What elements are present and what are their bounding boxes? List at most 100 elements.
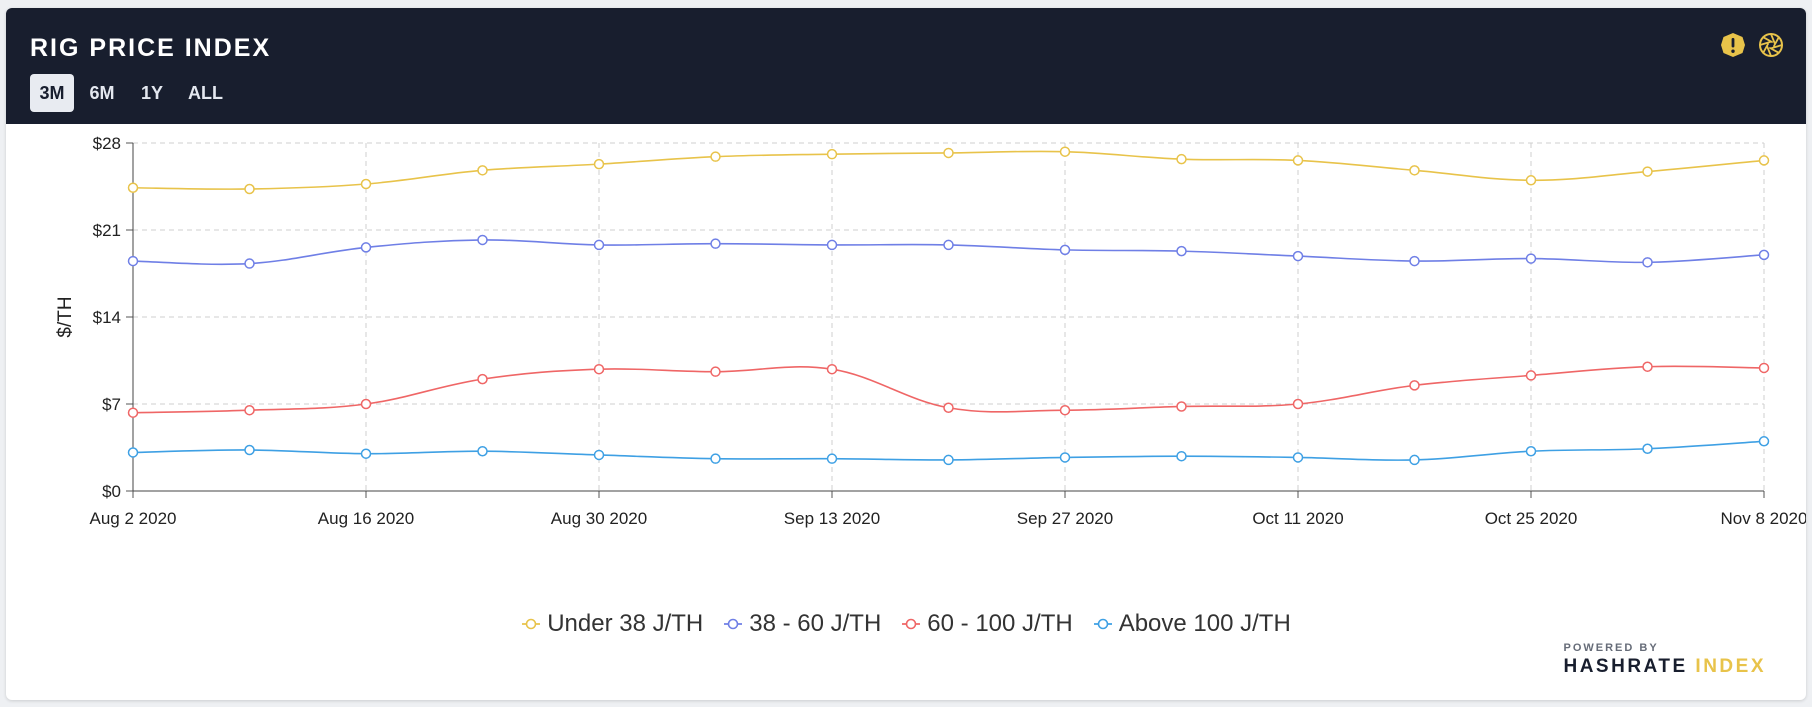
x-tick-label: Oct 11 2020 <box>1252 509 1343 528</box>
card-header: RIG PRICE INDEX 3M 6M 1Y ALL <box>6 8 1806 124</box>
data-point <box>1176 450 1187 462</box>
range-all-button[interactable]: ALL <box>188 82 223 103</box>
legend-item[interactable]: Under 38 J/TH <box>521 610 703 638</box>
data-point <box>826 239 838 251</box>
y-axis-label: $/TH <box>55 296 76 337</box>
data-point <box>1758 249 1770 261</box>
data-point <box>477 165 488 176</box>
rig-price-chart: $0 $7 $14 $21 $28 Aug 2 2020 Aug 16 2020 Aug 30… <box>55 134 1806 528</box>
hashrate-index-logo[interactable]: HASHRATE INDEX <box>1563 656 1766 678</box>
legend-label: 38 - 60 J/TH <box>749 610 882 637</box>
data-point <box>593 239 605 251</box>
data-point <box>477 373 488 385</box>
legend-marker <box>522 618 541 630</box>
data-point <box>826 453 838 464</box>
y-tick-label: $14 <box>93 308 121 327</box>
data-point <box>127 255 139 267</box>
legend-label: Above 100 J/TH <box>1118 610 1291 637</box>
legend-marker <box>902 618 921 630</box>
data-point <box>360 448 372 459</box>
data-point <box>1758 155 1770 166</box>
data-point <box>593 363 605 375</box>
data-point <box>1642 257 1653 268</box>
y-tick-label: $21 <box>93 221 121 240</box>
data-point <box>1292 250 1304 262</box>
data-point <box>943 454 954 466</box>
legend-item[interactable]: 38 - 60 J/TH <box>723 610 881 638</box>
data-point <box>244 404 255 416</box>
data-point <box>826 363 838 375</box>
powered-by-label: POWERED BY <box>1563 642 1659 654</box>
data-point <box>1059 404 1071 416</box>
data-point <box>1642 443 1653 454</box>
data-point <box>1409 255 1420 267</box>
data-point <box>1525 370 1537 381</box>
data-point <box>1059 146 1071 157</box>
data-point <box>710 151 721 162</box>
data-point <box>127 182 139 193</box>
data-point <box>943 402 954 413</box>
legend-item[interactable]: 60 - 100 J/TH <box>901 610 1073 638</box>
data-point <box>127 447 139 458</box>
data-point <box>1525 445 1537 457</box>
data-point <box>943 239 954 251</box>
header-icons <box>1720 32 1784 58</box>
data-point <box>1409 165 1420 176</box>
chart-legend: Under 38 J/TH 38 - 60 J/TH 60 - 100 J/TH Ab… <box>6 610 1806 638</box>
data-point <box>1409 380 1420 391</box>
data-point <box>1525 175 1537 186</box>
data-point <box>244 258 255 269</box>
legend-item[interactable]: Above 100 J/TH <box>1093 610 1291 638</box>
x-tick-label: Aug 16 2020 <box>318 509 414 528</box>
legend-label: 60 - 100 J/TH <box>927 610 1073 637</box>
data-point <box>1059 244 1071 256</box>
range-6m-button[interactable]: 6M <box>89 82 115 103</box>
x-tick-label: Oct 25 2020 <box>1485 509 1578 528</box>
brand-name-2: INDEX <box>1695 656 1766 677</box>
data-point <box>1758 436 1770 447</box>
data-point <box>943 147 954 159</box>
x-tick-label: Aug 30 2020 <box>551 509 647 528</box>
legend-marker <box>1093 618 1112 630</box>
data-point <box>360 398 372 410</box>
data-point <box>1059 452 1071 463</box>
data-point <box>593 158 605 170</box>
data-point <box>360 242 372 253</box>
y-tick-label: $0 <box>102 482 121 501</box>
data-point <box>127 407 139 418</box>
data-point <box>244 183 255 195</box>
data-point <box>1409 454 1420 466</box>
data-point <box>710 453 721 464</box>
data-point <box>477 234 488 246</box>
data-point <box>1176 401 1187 412</box>
x-tick-label: Sep 13 2020 <box>784 509 880 528</box>
rig-price-index-card: RIG PRICE INDEX 3M 6M 1Y ALL $0 $7 $14 $21 $… <box>6 8 1806 700</box>
data-point <box>1292 398 1304 410</box>
data-point <box>1176 245 1187 257</box>
data-point <box>1642 361 1653 372</box>
data-point <box>360 178 372 190</box>
range-selector: 3M 6M 1Y ALL <box>30 74 231 112</box>
y-tick-label: $28 <box>93 134 121 153</box>
data-point <box>710 366 721 377</box>
data-point <box>1292 452 1304 463</box>
data-point <box>1525 253 1537 264</box>
data-point <box>1758 362 1770 374</box>
data-point <box>477 445 488 457</box>
page-title: RIG PRICE INDEX <box>30 34 272 62</box>
legend-label: Under 38 J/TH <box>547 610 704 637</box>
range-1y-button[interactable]: 1Y <box>140 82 164 103</box>
x-tick-label: Sep 27 2020 <box>1017 509 1113 528</box>
y-tick-label: $7 <box>102 395 121 414</box>
x-tick-label: Nov 8 2020 <box>1721 509 1806 528</box>
data-point <box>593 449 605 461</box>
brand-name-1: HASHRATE <box>1563 656 1688 677</box>
aperture-icon[interactable] <box>1758 32 1784 58</box>
range-3m-button[interactable]: 3M <box>30 74 74 112</box>
alert-icon[interactable] <box>1720 32 1746 58</box>
data-point <box>244 444 255 456</box>
x-tick-label: Aug 2 2020 <box>90 509 177 528</box>
data-point <box>710 238 721 249</box>
data-point <box>1176 153 1187 165</box>
data-point <box>1292 155 1304 166</box>
